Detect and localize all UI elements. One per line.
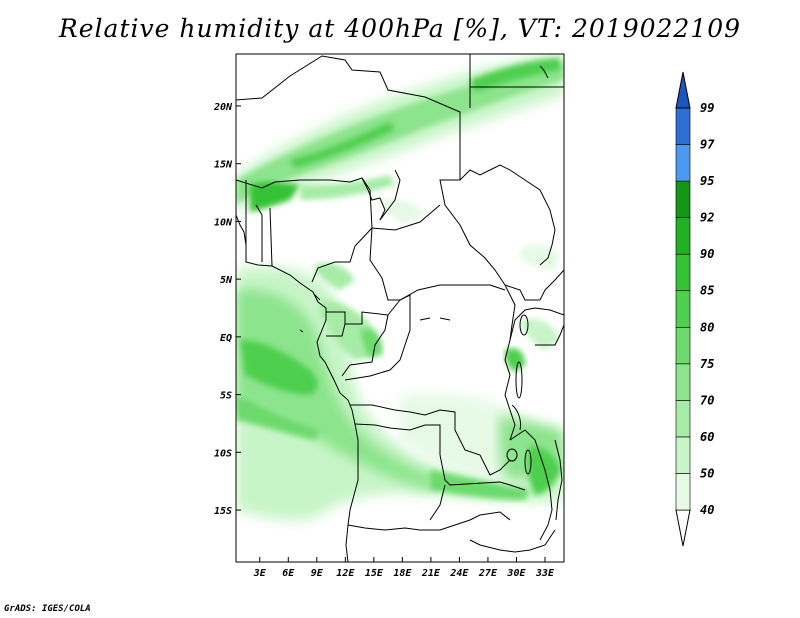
colorbar-box — [675, 180, 691, 218]
lon-tick-label: 12E — [336, 568, 355, 579]
colorbar-box — [675, 473, 691, 511]
colorbar: 40 50 60 70 75 80 85 90 92 95 97 99 — [675, 71, 715, 547]
colorbar-label: 60 — [700, 430, 714, 444]
colorbar-box — [675, 107, 691, 145]
latitude-axis: 20N 15N 10N 5N EQ 5S 10S 15S — [213, 102, 241, 517]
humidity-shading — [236, 54, 564, 562]
lat-tick-label: 5S — [220, 391, 232, 402]
colorbar-label: 90 — [700, 247, 714, 261]
country-borders — [236, 54, 564, 562]
colorbar-label: 97 — [700, 138, 715, 152]
lat-tick-label: EQ — [220, 333, 232, 344]
colorbar-label: 99 — [700, 101, 714, 115]
colorbar-label: 70 — [700, 393, 714, 407]
map-title: Relative humidity at 400hPa [%], VT: 201… — [58, 14, 742, 43]
colorbar-box — [675, 436, 691, 474]
lon-tick-label: 18E — [393, 568, 412, 579]
colorbar-label: 95 — [700, 174, 714, 188]
lon-tick-label: 3E — [253, 568, 267, 579]
lat-tick-label: 20N — [213, 102, 233, 113]
lat-tick-label: 5N — [220, 275, 233, 286]
lon-tick-label: 6E — [282, 568, 295, 579]
colorbar-label: 75 — [700, 357, 714, 371]
colorbar-box — [675, 253, 691, 292]
lat-tick-label: 15N — [214, 160, 233, 171]
colorbar-label: 50 — [700, 466, 714, 480]
lon-tick-label: 15E — [365, 568, 384, 579]
lon-tick-label: 33E — [535, 568, 555, 579]
lon-tick-label: 21E — [421, 568, 441, 579]
credit-label: GrADS: IGES/COLA — [4, 604, 91, 614]
lat-tick-label: 15S — [214, 506, 232, 517]
colorbar-label: 80 — [700, 320, 714, 334]
lon-tick-label: 9E — [311, 568, 324, 579]
colorbar-lower-triangle — [675, 509, 691, 547]
colorbar-box — [675, 290, 691, 328]
lat-tick-label: 10N — [214, 217, 233, 228]
colorbar-box — [675, 326, 691, 365]
colorbar-box — [675, 363, 691, 401]
lon-tick-label: 30E — [506, 568, 526, 579]
longitude-axis: 3E 6E 9E 12E 15E 18E 21E 24E 27E 30E 33E — [253, 557, 555, 579]
lon-tick-label: 27E — [478, 568, 498, 579]
colorbar-box — [675, 400, 691, 438]
colorbar-label: 92 — [700, 211, 714, 225]
colorbar-box — [675, 144, 691, 182]
plot-frame — [235, 53, 565, 563]
colorbar-label: 40 — [700, 503, 714, 517]
colorbar-box — [675, 217, 691, 255]
lon-tick-label: 24E — [449, 568, 469, 579]
colorbar-upper-triangle — [675, 71, 691, 109]
lat-tick-label: 10S — [214, 448, 232, 459]
colorbar-label: 85 — [700, 284, 714, 298]
